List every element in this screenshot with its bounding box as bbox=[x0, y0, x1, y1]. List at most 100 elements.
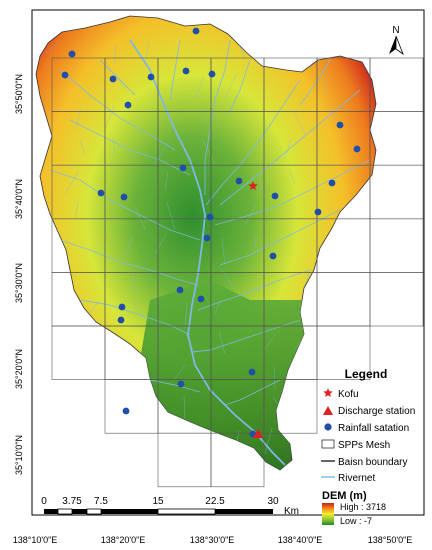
river-line bbox=[219, 89, 361, 206]
lat-label: 35°50'0"N bbox=[14, 74, 24, 114]
river-line bbox=[174, 364, 186, 380]
legend-square-icon bbox=[321, 439, 335, 449]
river-line bbox=[219, 209, 341, 266]
river-line bbox=[264, 334, 276, 350]
legend-item-label: Rainfall satation bbox=[338, 423, 409, 434]
river-line bbox=[214, 299, 221, 315]
kofu-star-marker bbox=[248, 181, 258, 190]
rainfall-station-dot bbox=[61, 71, 69, 79]
river-line bbox=[144, 40, 150, 65]
mesh-cell bbox=[263, 379, 318, 434]
river-line bbox=[205, 79, 301, 206]
legend-triangle-icon bbox=[323, 406, 333, 415]
river-line bbox=[79, 139, 86, 155]
river-line bbox=[74, 201, 79, 220]
river-line bbox=[185, 333, 196, 355]
legend-dot-icon bbox=[324, 423, 332, 431]
rainfall-station-dot bbox=[182, 67, 190, 75]
lat-label: 35°20'0"N bbox=[14, 349, 24, 389]
scale-tick: 22.5 bbox=[205, 496, 225, 507]
rainfall-station-dot bbox=[206, 213, 214, 221]
river-line bbox=[224, 379, 281, 406]
river-line bbox=[324, 104, 336, 120]
legend-item-label: Discharge station bbox=[338, 406, 415, 417]
legend-title: Legend bbox=[345, 367, 388, 381]
lat-label: 35°40'0"N bbox=[14, 179, 24, 219]
river-line bbox=[227, 59, 251, 116]
spps-mesh bbox=[51, 57, 424, 488]
rainfall-station-dot bbox=[208, 70, 216, 78]
scale-tick: 7.5 bbox=[94, 496, 108, 507]
lat-label: 35°30'0"N bbox=[14, 263, 24, 303]
river-line bbox=[214, 159, 371, 226]
river-line bbox=[256, 172, 266, 200]
river-line bbox=[289, 169, 296, 185]
rainfall-station-dot bbox=[203, 234, 211, 242]
lon-label: 138°50'0"E bbox=[368, 535, 413, 545]
scale-tick: 30 bbox=[267, 496, 279, 507]
discharge-station-marker bbox=[253, 429, 263, 438]
river-line bbox=[244, 203, 257, 225]
river-line bbox=[49, 169, 201, 241]
rainfall-station-dot bbox=[235, 177, 243, 185]
river-line bbox=[133, 205, 146, 230]
rainfall-station-dot bbox=[118, 303, 126, 311]
river-line bbox=[197, 269, 311, 311]
river-line bbox=[284, 138, 292, 160]
river-line bbox=[129, 39, 286, 466]
rainfall-station-dot bbox=[197, 295, 205, 303]
rainfall-station-dot bbox=[328, 179, 336, 187]
river-line bbox=[204, 39, 231, 195]
north-arrow-icon: N bbox=[389, 25, 404, 56]
lon-label: 138°40'0"E bbox=[278, 535, 323, 545]
legend-item-label: SPPs Mesh bbox=[338, 440, 390, 451]
river-line bbox=[114, 74, 126, 90]
river-line bbox=[202, 106, 206, 125]
river-line bbox=[124, 236, 134, 255]
river-line bbox=[74, 108, 82, 130]
river-line bbox=[221, 237, 226, 265]
dem-low-label: Low : -7 bbox=[340, 516, 372, 526]
river-line bbox=[169, 39, 181, 101]
scale-tick: 15 bbox=[152, 496, 164, 507]
river-line bbox=[154, 140, 170, 165]
dem-title: DEM (m) bbox=[322, 490, 367, 502]
river-line bbox=[183, 395, 186, 420]
rainfall-station-dot bbox=[109, 75, 117, 83]
rainfall-station-dot bbox=[122, 407, 130, 415]
river-line bbox=[184, 302, 188, 330]
legend-item-label: Rivernet bbox=[338, 473, 375, 484]
river-line bbox=[154, 233, 167, 255]
river-line bbox=[166, 202, 176, 230]
legend-item-label: Baisn boundary bbox=[338, 457, 408, 468]
lat-label: 35°10'0"N bbox=[14, 435, 24, 475]
mesh-cell bbox=[316, 325, 371, 380]
river-line bbox=[191, 319, 301, 353]
river-line bbox=[79, 299, 191, 336]
river-line bbox=[112, 136, 116, 155]
lon-label: 138°20'0"E bbox=[101, 535, 146, 545]
river-line bbox=[104, 105, 115, 130]
legend-star-icon bbox=[323, 388, 333, 397]
river-line bbox=[194, 75, 205, 100]
river-line bbox=[164, 171, 169, 190]
dem-high-label: High : 3718 bbox=[340, 502, 386, 512]
longitude-labels: 138°10'0"E 138°20'0"E 138°30'0"E 138°40'… bbox=[13, 535, 413, 545]
rainfall-station-dot bbox=[192, 27, 200, 35]
river-line bbox=[218, 330, 226, 355]
rainfall-station-dot bbox=[269, 252, 277, 260]
rainfall-station-dot bbox=[117, 316, 125, 324]
rainfall-station-dot bbox=[353, 145, 361, 153]
rainfall-station-dot bbox=[68, 50, 76, 58]
dem-color-ramp bbox=[322, 503, 334, 525]
river-line bbox=[224, 72, 238, 100]
river-line bbox=[114, 43, 117, 65]
river-line bbox=[44, 39, 61, 55]
scale-bar: 0 3.75 7.5 15 22.5 30 Km bbox=[41, 496, 299, 517]
river-line bbox=[59, 239, 199, 286]
river-line bbox=[291, 107, 306, 135]
river-line bbox=[299, 59, 331, 106]
rainfall-stations bbox=[61, 27, 361, 438]
